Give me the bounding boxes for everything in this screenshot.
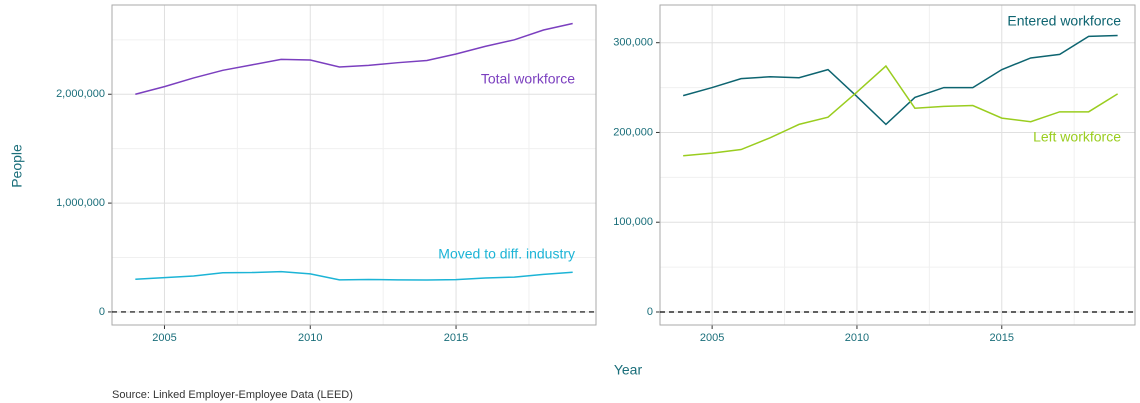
panel-border — [111, 4, 597, 326]
x-tick-label: 2005 — [152, 332, 176, 344]
x-tick-label: 2010 — [298, 332, 322, 344]
y-tick-label: 100,000 — [613, 216, 653, 228]
line-series — [683, 64, 1119, 157]
source: Source: Linked Employer-Employee Data (L… — [112, 389, 353, 401]
y-tick-label: 0 — [99, 306, 105, 318]
panel-border — [659, 4, 1136, 326]
x-tick-label: 2005 — [700, 332, 724, 344]
y-axis-title: People — [9, 144, 25, 188]
series-label: Entered workforce — [1007, 13, 1121, 29]
y-tick-label: 0 — [647, 306, 653, 318]
line-series — [135, 270, 573, 281]
y-tick-label: 2,000,000 — [56, 88, 105, 100]
x-tick-label: 2015 — [444, 332, 468, 344]
line-series — [682, 34, 1118, 126]
y-tick-label: 300,000 — [613, 37, 653, 49]
x-tick-label: 2015 — [990, 332, 1014, 344]
series-label: Moved to diff. industry — [438, 246, 575, 262]
x-tick-label: 2010 — [845, 332, 869, 344]
y-tick-label: 200,000 — [613, 126, 653, 138]
line-series — [135, 22, 573, 95]
y-tick-label: 1,000,000 — [56, 197, 105, 209]
series-label: Total workforce — [481, 71, 575, 87]
x-axis-title: Year — [614, 362, 643, 378]
series-label: Left workforce — [1033, 129, 1121, 145]
